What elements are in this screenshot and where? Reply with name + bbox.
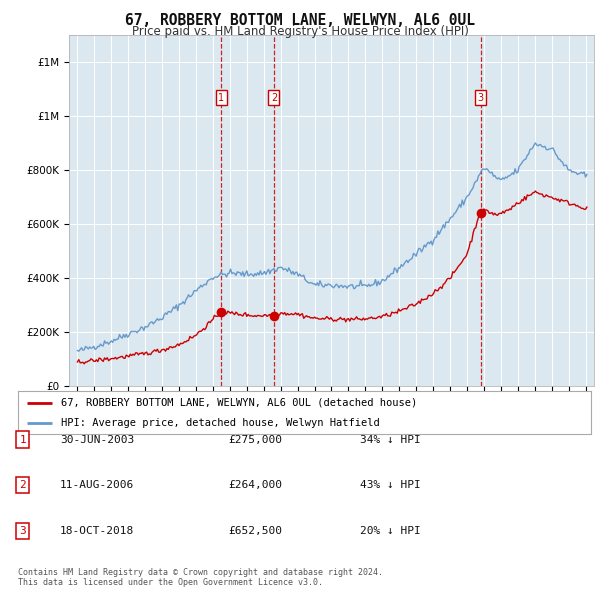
Text: 43% ↓ HPI: 43% ↓ HPI — [360, 480, 421, 490]
Text: 3: 3 — [19, 526, 26, 536]
Text: 3: 3 — [478, 93, 484, 103]
Text: 34% ↓ HPI: 34% ↓ HPI — [360, 435, 421, 444]
Text: 2: 2 — [19, 480, 26, 490]
Text: £275,000: £275,000 — [228, 435, 282, 444]
Text: Contains HM Land Registry data © Crown copyright and database right 2024.: Contains HM Land Registry data © Crown c… — [18, 568, 383, 576]
Text: 1: 1 — [19, 435, 26, 444]
Text: 67, ROBBERY BOTTOM LANE, WELWYN, AL6 0UL (detached house): 67, ROBBERY BOTTOM LANE, WELWYN, AL6 0UL… — [61, 398, 417, 408]
Text: £264,000: £264,000 — [228, 480, 282, 490]
Text: 1: 1 — [218, 93, 224, 103]
Text: 20% ↓ HPI: 20% ↓ HPI — [360, 526, 421, 536]
Text: 30-JUN-2003: 30-JUN-2003 — [60, 435, 134, 444]
Text: 67, ROBBERY BOTTOM LANE, WELWYN, AL6 0UL: 67, ROBBERY BOTTOM LANE, WELWYN, AL6 0UL — [125, 13, 475, 28]
Text: £652,500: £652,500 — [228, 526, 282, 536]
Text: Price paid vs. HM Land Registry's House Price Index (HPI): Price paid vs. HM Land Registry's House … — [131, 25, 469, 38]
Text: 2: 2 — [271, 93, 277, 103]
Text: HPI: Average price, detached house, Welwyn Hatfield: HPI: Average price, detached house, Welw… — [61, 418, 380, 428]
Text: This data is licensed under the Open Government Licence v3.0.: This data is licensed under the Open Gov… — [18, 578, 323, 587]
Text: 18-OCT-2018: 18-OCT-2018 — [60, 526, 134, 536]
Text: 11-AUG-2006: 11-AUG-2006 — [60, 480, 134, 490]
